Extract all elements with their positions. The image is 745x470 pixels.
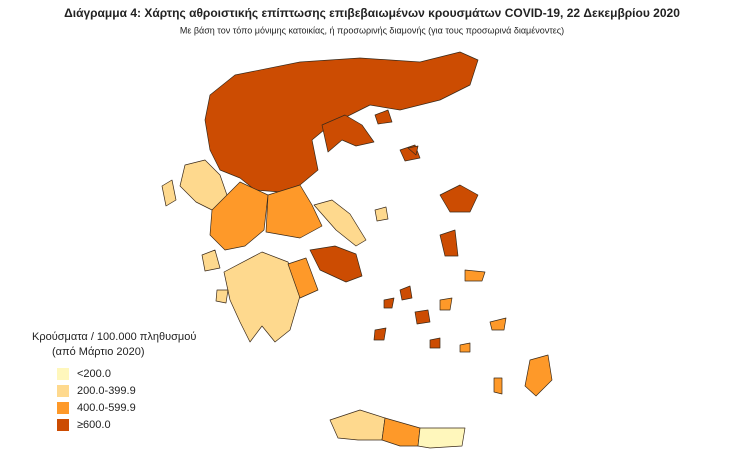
legend-label: ≥600.0 xyxy=(77,419,111,431)
region xyxy=(524,354,553,397)
region xyxy=(407,145,419,156)
region xyxy=(381,417,421,447)
region xyxy=(265,184,323,239)
region xyxy=(464,269,486,282)
region xyxy=(417,427,466,449)
legend-swatch xyxy=(57,368,69,380)
region xyxy=(374,109,393,125)
region xyxy=(399,285,413,301)
legend-swatch xyxy=(57,419,69,431)
legend-title: Κρούσματα / 100.000 πληθυσμού xyxy=(32,331,196,343)
legend-label: 400.0-599.9 xyxy=(77,402,136,414)
region xyxy=(493,377,503,395)
greece-map xyxy=(161,51,553,449)
legend-label: 200.0-399.9 xyxy=(77,385,136,397)
region xyxy=(321,114,375,153)
region xyxy=(439,297,453,311)
region xyxy=(313,199,367,247)
legend-label: <200.0 xyxy=(77,368,111,380)
region xyxy=(201,249,221,272)
region xyxy=(439,229,459,257)
legend-subtitle: (από Μάρτιο 2020) xyxy=(52,346,145,358)
map-subtitle: Με βάση τον τόπο μόνιμης κατοικίας, ή πρ… xyxy=(180,25,564,35)
region xyxy=(329,409,386,441)
region xyxy=(374,206,389,222)
legend: <200.0 200.0-399.9 400.0-599.9 ≥600.0 xyxy=(57,368,136,431)
region xyxy=(215,289,229,304)
region xyxy=(373,327,387,341)
region xyxy=(414,309,431,325)
region xyxy=(309,245,363,283)
region xyxy=(287,257,319,299)
region xyxy=(489,317,507,331)
region xyxy=(209,181,269,251)
legend-swatch xyxy=(57,385,69,397)
region xyxy=(161,179,177,207)
region xyxy=(383,297,395,309)
map-title: Διάγραμμα 4: Χάρτης αθροιστικής επίπτωση… xyxy=(64,6,680,20)
region xyxy=(459,342,471,353)
region xyxy=(223,251,301,343)
region xyxy=(204,51,479,193)
region xyxy=(429,337,441,349)
legend-swatch xyxy=(57,402,69,414)
region xyxy=(439,184,479,213)
